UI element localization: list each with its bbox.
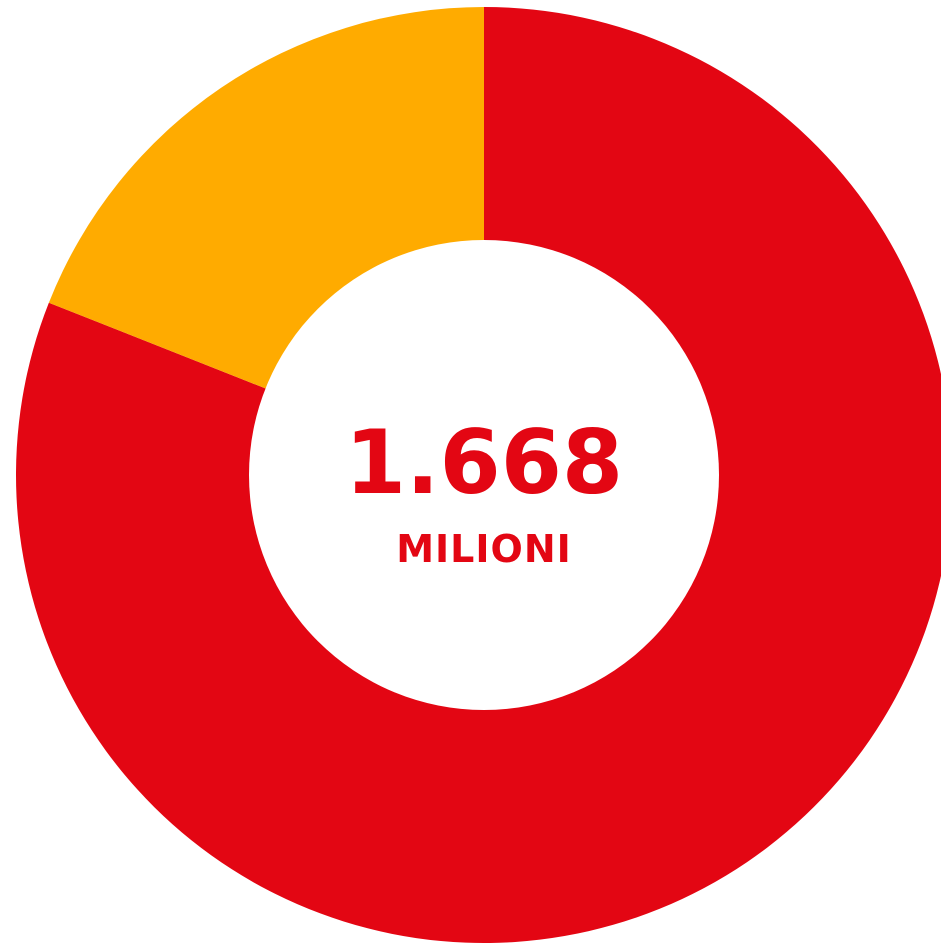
center-unit: MILIONI bbox=[396, 527, 572, 571]
donut-hole bbox=[249, 240, 719, 710]
center-value: 1.668 bbox=[345, 411, 623, 514]
